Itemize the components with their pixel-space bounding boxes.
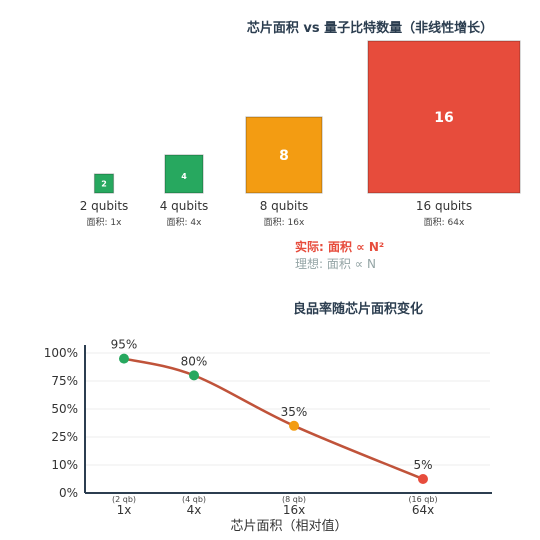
qubit-category-label: 2 qubits (80, 199, 129, 213)
yield-points: 95% 80% 35% 5% (111, 338, 433, 484)
qubit-category-label: 16 qubits (416, 199, 472, 213)
qubit-square-2 (93, 173, 115, 194)
x-tick-label: 1x (117, 503, 132, 517)
legend-actual: 实际: 面积 ∝ N² (295, 239, 384, 254)
yield-grid (86, 352, 490, 466)
yield-series-line (123, 357, 424, 481)
yield-data-label: 80% (181, 354, 208, 368)
area-multiplier-label: 面积: 16x (264, 216, 305, 228)
yield-chart-title: 良品率随芯片面积变化 (293, 301, 423, 317)
qubit-category-label: 8 qubits (260, 199, 309, 213)
qubit-square-4 (164, 154, 204, 194)
y-tick-label: 100% (44, 346, 78, 360)
x-tick-label: 64x (412, 503, 434, 517)
qubit-square-value: 4 (181, 172, 187, 181)
area-chart-title: 芯片面积 vs 量子比特数量（非线性增长） (247, 20, 493, 36)
x-tick-label: 16x (283, 503, 305, 517)
qubit-category-label: 4 qubits (160, 199, 209, 213)
yield-point (189, 370, 199, 381)
yield-point (289, 420, 299, 431)
x-tick-sublabel: (4 qb) (182, 495, 206, 504)
x-tick-sublabel: (16 qb) (408, 495, 437, 504)
yield-data-label: 5% (413, 458, 432, 472)
area-chart: 2 2 qubits 面积: 1x 4 4 qubits 面积: 4x 8 8 qubits 面… (80, 40, 521, 228)
qubit-square-value: 2 (101, 180, 107, 189)
yield-data-label: 35% (281, 405, 308, 419)
area-multiplier-label: 面积: 4x (167, 216, 203, 228)
qubit-square-8 (245, 116, 323, 194)
qubit-square-value: 16 (434, 110, 453, 126)
qubit-square-16 (367, 40, 521, 194)
y-tick-label: 75% (51, 374, 78, 388)
legend-ideal: 理想: 面积 ∝ N (295, 256, 376, 271)
x-tick-label: 4x (187, 503, 202, 517)
x-tick-labels: (2 qb)1x (4 qb)4x (8 qb)16x (16 qb)64x (112, 495, 438, 517)
y-tick-labels: 0% 10% 25% 50% 75% 100% (44, 346, 78, 500)
y-tick-label: 0% (59, 486, 78, 500)
y-tick-label: 50% (51, 402, 78, 416)
area-multiplier-label: 面积: 1x (87, 216, 123, 228)
yield-point (119, 353, 129, 364)
y-tick-label: 10% (51, 458, 78, 472)
x-tick-sublabel: (2 qb) (112, 495, 136, 504)
x-tick-sublabel: (8 qb) (282, 495, 306, 504)
yield-data-label: 95% (111, 338, 138, 352)
yield-point (418, 474, 428, 484)
y-tick-label: 25% (51, 430, 78, 444)
area-multiplier-label: 面积: 64x (424, 216, 465, 228)
qubit-square-value: 8 (279, 148, 289, 164)
x-axis-label: 芯片面积（相对值） (230, 518, 347, 534)
